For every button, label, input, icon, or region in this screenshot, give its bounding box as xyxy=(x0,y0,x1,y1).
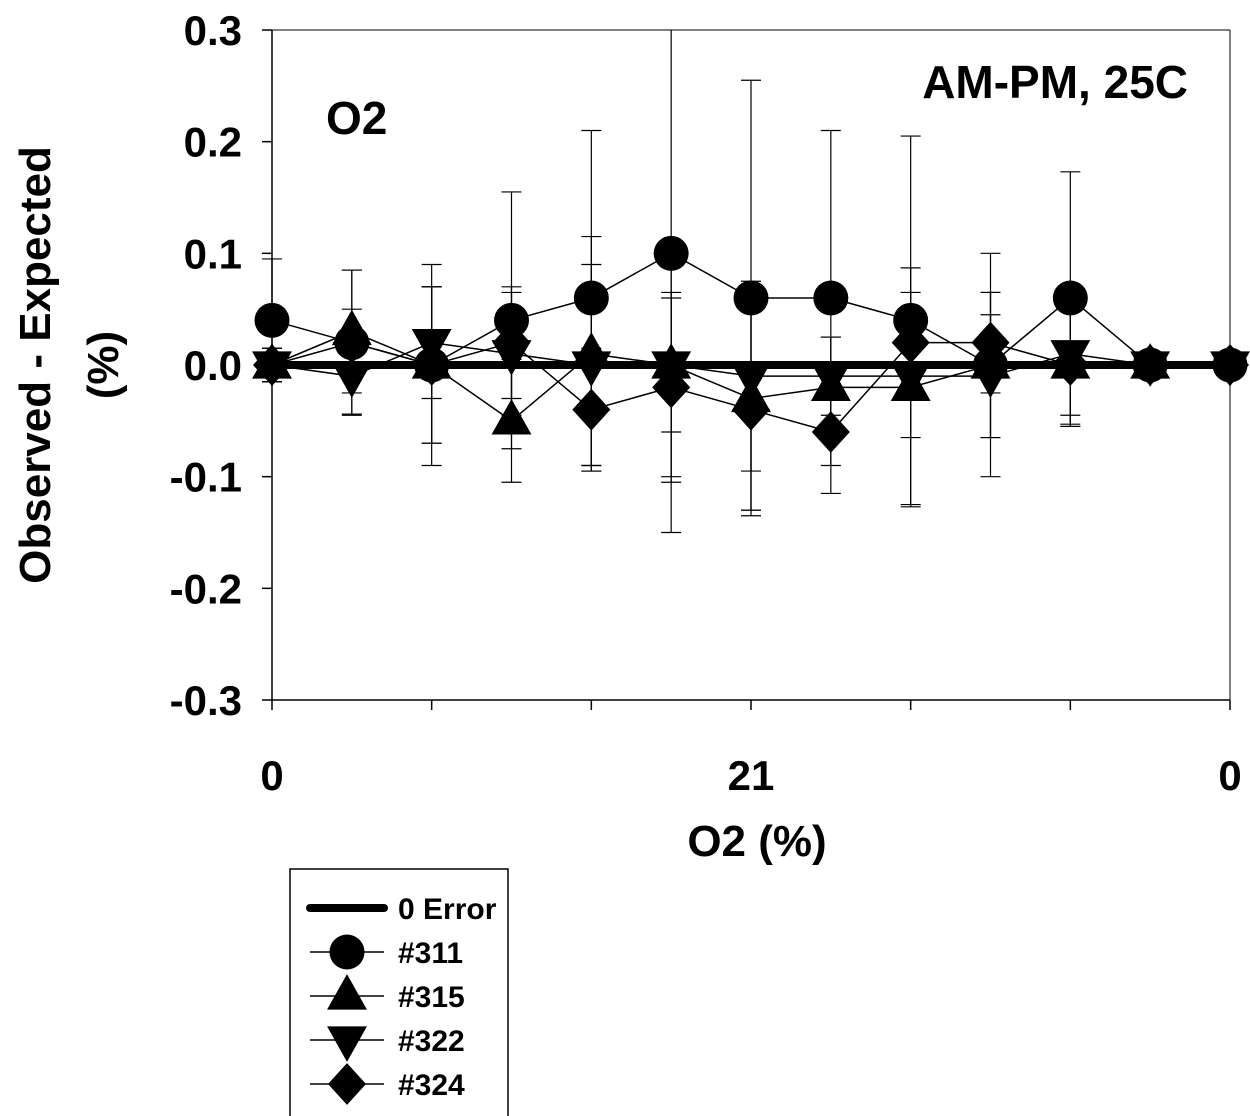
x-tick-label: 0 xyxy=(1218,752,1241,799)
y-axis-label: Observed - Expected (%) xyxy=(11,146,128,584)
marker-324 xyxy=(572,388,611,431)
y-axis-label-line-1: Observed - Expected xyxy=(11,146,60,584)
legend-label-315: #315 xyxy=(398,981,465,1014)
marker-324 xyxy=(1051,344,1090,386)
marker-322 xyxy=(890,362,931,399)
marker-324 xyxy=(732,388,770,431)
y-tick-label: -0.2 xyxy=(170,565,242,612)
marker-324 xyxy=(891,321,930,364)
legend-marker-324 xyxy=(328,1063,366,1105)
marker-324 xyxy=(652,366,691,409)
marker-311 xyxy=(254,302,290,338)
legend-label-324: #324 xyxy=(398,1069,465,1102)
marker-324 xyxy=(971,321,1010,364)
legend: 0 Error #311 #315 #322 #324 xyxy=(289,868,509,1116)
y-ticks: 0.3 0.2 0.1 0.0 -0.1 -0.2 -0.3 xyxy=(170,7,272,724)
legend-label-322: #322 xyxy=(398,1025,465,1058)
y-tick-label: 0.1 xyxy=(184,230,242,277)
markers xyxy=(252,235,1250,453)
marker-322 xyxy=(970,362,1011,399)
marker-324 xyxy=(811,411,850,453)
marker-311 xyxy=(893,302,929,338)
marker-311 xyxy=(573,280,609,316)
x-tick-label: 21 xyxy=(728,752,775,799)
y-axis-label-line-2: (%) xyxy=(79,331,128,399)
marker-324 xyxy=(332,321,371,364)
marker-322 xyxy=(810,362,851,399)
marker-324 xyxy=(412,344,451,386)
y-tick-label: -0.1 xyxy=(170,454,242,501)
marker-311 xyxy=(494,302,529,338)
y-tick-label: -0.3 xyxy=(170,677,242,724)
legend-label-311: #311 xyxy=(398,937,463,970)
legend-label-0-error: 0 Error xyxy=(398,893,497,926)
marker-322 xyxy=(331,362,372,399)
x-tick-label: 0 xyxy=(260,752,283,799)
y-tick-label: 0.0 xyxy=(184,342,242,389)
marker-324 xyxy=(1131,344,1170,386)
marker-324 xyxy=(1211,344,1249,386)
marker-311 xyxy=(733,280,769,316)
marker-315 xyxy=(491,398,532,435)
annotation-am-pm: AM-PM, 25C xyxy=(922,56,1188,108)
legend-marker-311 xyxy=(329,934,365,970)
series-line-315 xyxy=(271,330,1151,422)
marker-324 xyxy=(253,344,291,386)
marker-322 xyxy=(571,351,612,387)
x-axis-label: O2 (%) xyxy=(687,817,826,866)
x-ticks: 0 21 0 xyxy=(260,700,1242,799)
annotation-o2: O2 xyxy=(326,92,387,144)
marker-311 xyxy=(813,280,849,316)
marker-324 xyxy=(492,321,531,364)
marker-311 xyxy=(1052,280,1088,316)
y-tick-label: 0.3 xyxy=(184,7,242,54)
legend-marker-315 xyxy=(327,974,367,1010)
marker-322 xyxy=(731,362,771,399)
y-tick-label: 0.2 xyxy=(184,119,242,166)
marker-311 xyxy=(653,235,689,271)
legend-marker-322 xyxy=(327,1026,367,1062)
